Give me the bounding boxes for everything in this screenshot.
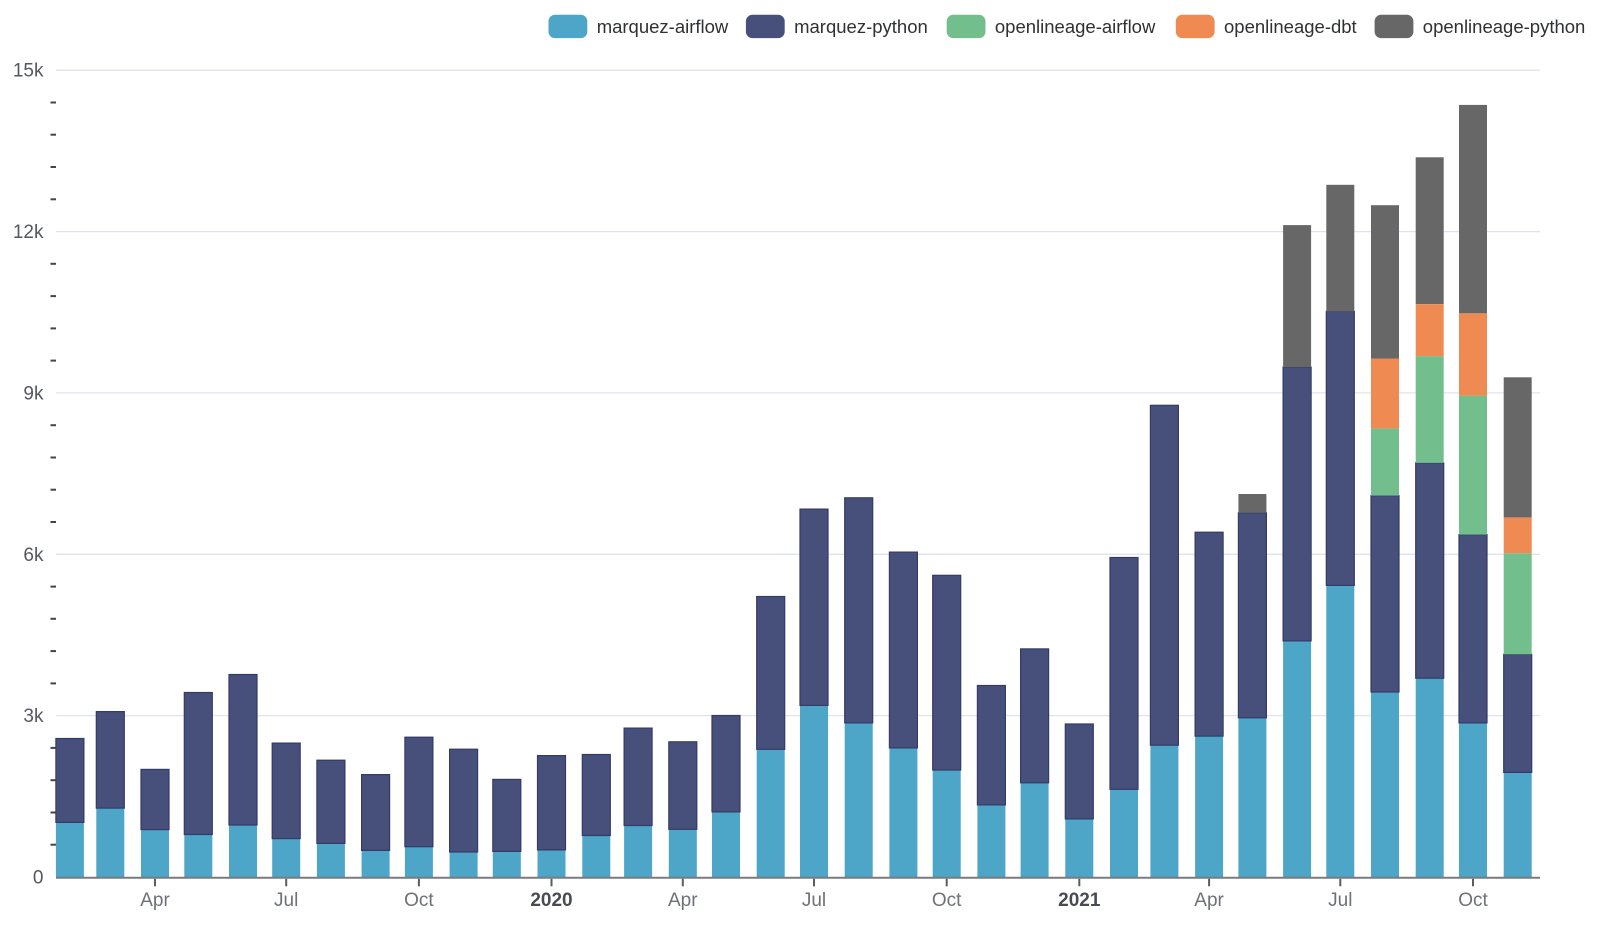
svg-text:openlineage-airflow: openlineage-airflow (995, 16, 1156, 37)
svg-text:15k: 15k (13, 61, 44, 82)
svg-text:Jul: Jul (1328, 890, 1352, 911)
svg-text:Jul: Jul (802, 890, 826, 911)
svg-text:marquez-airflow: marquez-airflow (597, 16, 729, 37)
svg-text:Oct: Oct (1458, 890, 1488, 911)
svg-text:marquez-python: marquez-python (794, 16, 928, 37)
svg-text:openlineage-dbt: openlineage-dbt (1224, 16, 1357, 37)
svg-text:Apr: Apr (140, 890, 170, 911)
svg-text:Oct: Oct (404, 890, 434, 911)
svg-text:Jul: Jul (274, 890, 298, 911)
svg-text:2020: 2020 (530, 890, 572, 911)
svg-text:Apr: Apr (1194, 890, 1224, 911)
svg-text:Apr: Apr (668, 890, 698, 911)
svg-text:9k: 9k (23, 383, 44, 404)
svg-text:2021: 2021 (1058, 890, 1101, 911)
svg-text:12k: 12k (13, 222, 44, 243)
svg-text:3k: 3k (23, 706, 44, 727)
svg-text:openlineage-python: openlineage-python (1423, 16, 1586, 37)
svg-text:6k: 6k (23, 545, 44, 566)
svg-text:0: 0 (33, 868, 44, 889)
svg-text:Oct: Oct (932, 890, 962, 911)
